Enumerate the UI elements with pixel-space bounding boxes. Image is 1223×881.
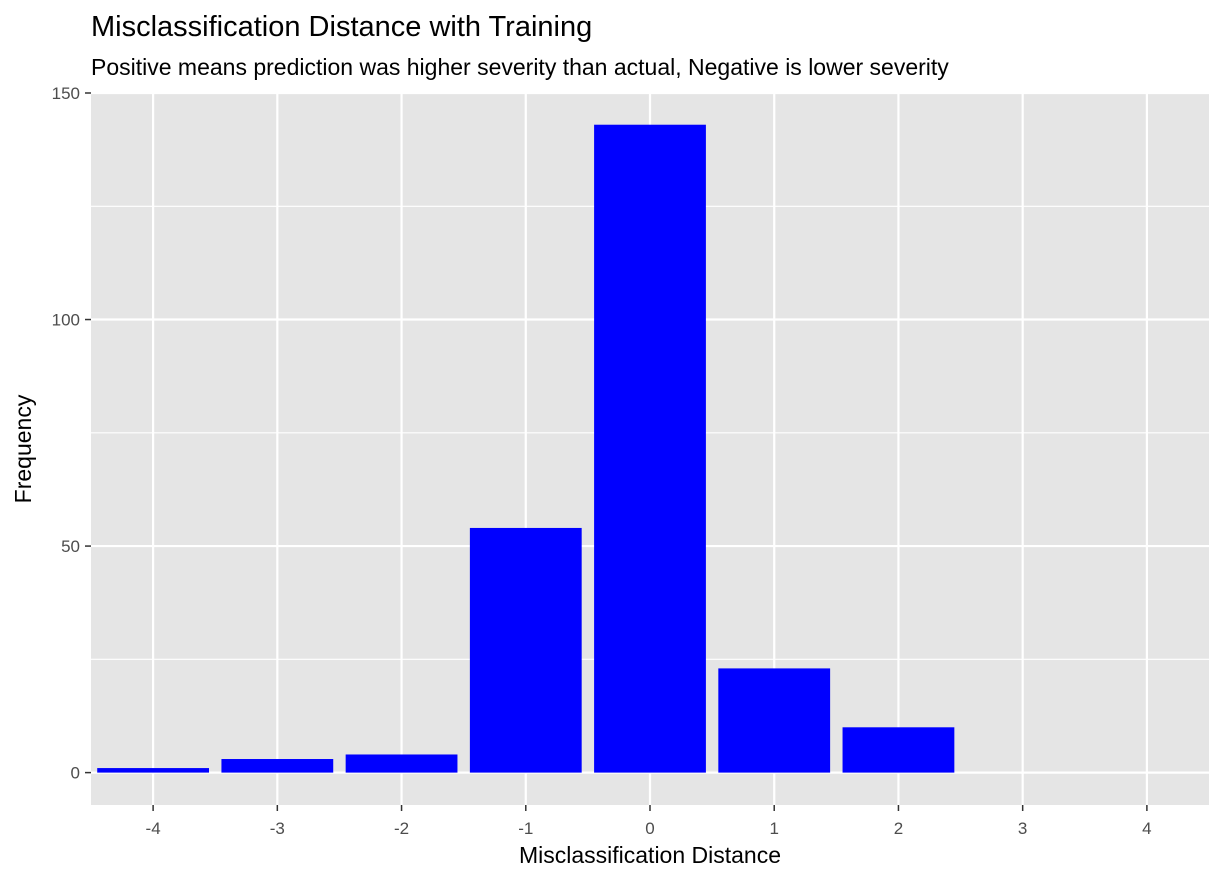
bar xyxy=(345,754,458,773)
y-axis-title: Frequency xyxy=(10,394,36,503)
bar xyxy=(97,768,210,773)
x-axis-title: Misclassification Distance xyxy=(519,842,781,868)
bar xyxy=(718,668,831,773)
bar xyxy=(469,527,582,773)
x-tick-label: -1 xyxy=(518,819,533,838)
x-tick-label: 1 xyxy=(769,819,778,838)
y-tick-label: 0 xyxy=(71,764,80,783)
x-tick-label: 2 xyxy=(894,819,903,838)
y-tick-label: 100 xyxy=(52,311,80,330)
x-tick-label: 0 xyxy=(645,819,654,838)
x-tick-label: -2 xyxy=(394,819,409,838)
bar xyxy=(594,124,706,773)
x-tick-label: -4 xyxy=(146,819,161,838)
x-tick-label: 4 xyxy=(1142,819,1151,838)
bar xyxy=(221,759,334,773)
y-axis: 0 50 100 150 xyxy=(52,84,91,783)
chart-title: Misclassification Distance with Training xyxy=(91,11,592,43)
x-axis: -4 -3 -2 -1 0 1 2 3 4 xyxy=(146,805,1152,838)
chart-subtitle: Positive means prediction was higher sev… xyxy=(91,54,949,80)
x-tick-label: -3 xyxy=(270,819,285,838)
y-tick-label: 50 xyxy=(61,537,80,556)
x-tick-label: 3 xyxy=(1018,819,1027,838)
bar xyxy=(842,727,955,773)
bars xyxy=(97,124,955,773)
y-tick-label: 150 xyxy=(52,84,80,103)
